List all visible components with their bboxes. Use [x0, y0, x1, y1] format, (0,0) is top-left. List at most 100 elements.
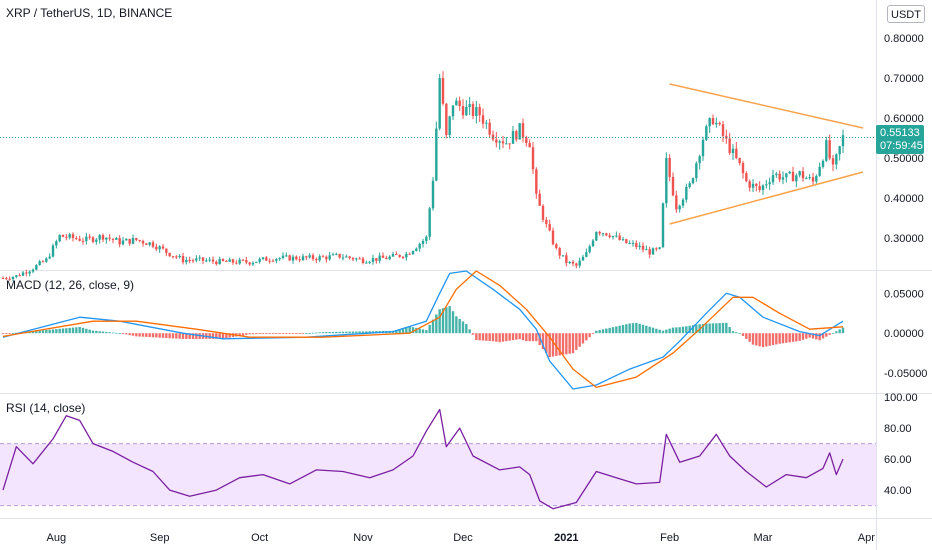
- candle-body: [611, 235, 615, 238]
- candle-body: [428, 208, 431, 237]
- candle-body: [311, 255, 315, 259]
- macd-histogram-bar: [585, 333, 588, 341]
- time-axis-tick: Feb: [660, 532, 679, 544]
- macd-histogram-bar: [421, 329, 425, 334]
- macd-histogram-bar: [465, 324, 468, 334]
- macd-histogram-bar: [225, 333, 228, 339]
- macd-histogram-bar: [835, 331, 838, 334]
- candle-body: [368, 261, 371, 263]
- candle-body: [441, 78, 445, 104]
- macd-histogram-bar: [211, 333, 215, 339]
- macd-histogram-bar: [731, 331, 735, 334]
- candle-body: [8, 278, 11, 280]
- candle-body: [321, 256, 325, 258]
- price-axis-tick: 0.80000: [884, 33, 924, 45]
- candle-body: [185, 260, 188, 263]
- rsi-indicator-title[interactable]: RSI (14, close): [6, 401, 86, 415]
- candle-body: [45, 258, 48, 262]
- macd-histogram-bar: [598, 330, 601, 334]
- candle-body: [258, 258, 261, 262]
- rsi-axis-tick: 80.00: [884, 423, 912, 435]
- candle-body: [151, 242, 155, 247]
- macd-histogram-bar: [768, 333, 771, 346]
- macd-histogram-bar: [538, 333, 541, 346]
- price-axis-tick: 0.40000: [884, 193, 924, 205]
- candle-body: [331, 254, 335, 256]
- candle-body: [788, 171, 791, 174]
- macd-histogram-bar: [675, 327, 678, 334]
- candle-body: [115, 238, 118, 240]
- macd-histogram: [1, 306, 845, 358]
- candle-body: [538, 193, 541, 206]
- macd-histogram-bar: [595, 330, 598, 334]
- macd-histogram-bar: [208, 333, 211, 339]
- candle-body: [635, 243, 638, 247]
- candle-body: [795, 175, 798, 182]
- candle-body: [261, 257, 265, 259]
- macd-histogram-bar: [191, 333, 195, 340]
- macd-histogram-bar: [278, 333, 281, 334]
- macd-histogram-bar: [611, 327, 615, 334]
- macd-histogram-bar: [305, 333, 308, 334]
- candle-body: [275, 258, 278, 261]
- candle-body: [621, 239, 625, 241]
- candle-body: [541, 205, 545, 220]
- macd-indicator-title[interactable]: MACD (12, 26, close, 9): [6, 278, 135, 292]
- candle-body: [755, 183, 758, 187]
- candle-body: [1, 278, 5, 279]
- macd-histogram-bar: [78, 326, 81, 334]
- candle-body: [221, 258, 225, 261]
- macd-histogram-bar: [125, 333, 128, 335]
- macd-histogram-bar: [175, 333, 178, 339]
- macd-histogram-bar: [158, 333, 161, 338]
- macd-histogram-bar: [481, 333, 485, 341]
- candle-body: [358, 258, 361, 260]
- candle-body: [15, 275, 18, 277]
- candle-body: [738, 157, 741, 164]
- candle-body: [565, 255, 568, 264]
- macd-histogram-bar: [841, 327, 845, 334]
- currency-selector[interactable]: USDT: [887, 5, 925, 23]
- macd-histogram-bar: [471, 333, 475, 335]
- candle-body: [305, 256, 308, 258]
- candle-body: [245, 260, 248, 263]
- candle-body: [328, 255, 331, 260]
- candle-body: [348, 256, 351, 258]
- trendline-layer[interactable]: [669, 83, 864, 225]
- candle-body: [585, 252, 588, 257]
- macd-histogram-bar: [358, 331, 361, 334]
- macd-histogram-bar: [45, 330, 48, 334]
- candle-body: [548, 223, 551, 231]
- macd-histogram-bar: [751, 333, 755, 345]
- candle-body: [821, 160, 825, 167]
- candle-body: [438, 78, 441, 129]
- macd-histogram-bar: [615, 326, 618, 334]
- macd-histogram-bar: [455, 316, 458, 334]
- macd-histogram-bar: [215, 333, 218, 339]
- candle-body: [398, 254, 401, 257]
- candle-body: [105, 237, 108, 240]
- macd-histogram-bar: [165, 333, 168, 339]
- macd-histogram-bar: [638, 323, 641, 334]
- chart-title[interactable]: XRP / TetherUS, 1D, BINANCE: [6, 6, 173, 20]
- candle-body: [371, 258, 375, 262]
- macd-histogram-bar: [781, 333, 785, 344]
- candle-body: [301, 256, 305, 261]
- macd-histogram-bar: [691, 325, 695, 334]
- macd-histogram-bar: [705, 323, 708, 334]
- signal-line: [2, 270, 844, 389]
- candle-body: [338, 253, 341, 258]
- candle-body: [175, 256, 178, 258]
- macd-histogram-bar: [91, 330, 95, 334]
- candle-body: [605, 233, 608, 236]
- candle-body: [145, 243, 148, 245]
- candle-body: [745, 173, 748, 182]
- macd-histogram-bar: [778, 333, 781, 344]
- candle-body: [805, 178, 808, 180]
- candle-body: [798, 171, 801, 176]
- candle-body: [595, 231, 598, 241]
- candle-body: [775, 173, 778, 176]
- macd-histogram-bar: [461, 321, 465, 334]
- macd-histogram-bar: [475, 333, 478, 341]
